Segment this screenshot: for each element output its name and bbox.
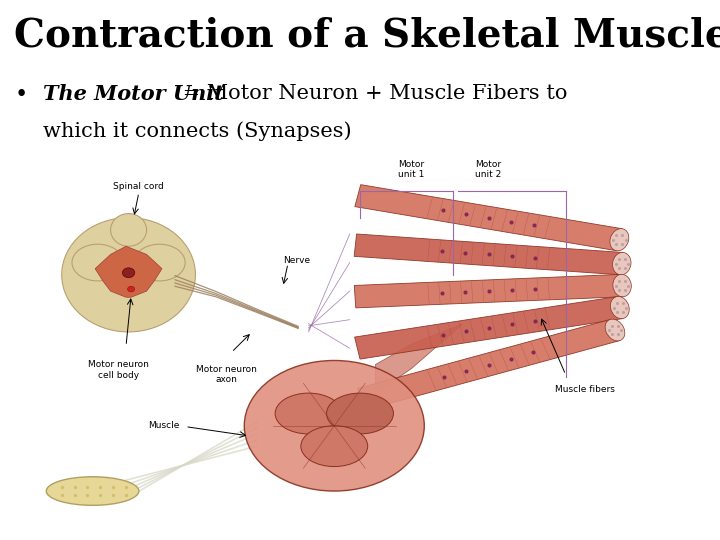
Polygon shape bbox=[355, 185, 622, 251]
Text: Motor
unit 2: Motor unit 2 bbox=[475, 159, 502, 179]
Ellipse shape bbox=[610, 228, 629, 251]
Ellipse shape bbox=[62, 218, 195, 332]
Text: Contraction of a Skeletal Muscle: Contraction of a Skeletal Muscle bbox=[14, 16, 720, 54]
Text: which it connects (Synapses): which it connects (Synapses) bbox=[43, 122, 352, 141]
Polygon shape bbox=[354, 234, 623, 275]
Ellipse shape bbox=[111, 214, 147, 246]
Polygon shape bbox=[375, 324, 463, 393]
Polygon shape bbox=[95, 246, 162, 297]
Ellipse shape bbox=[327, 393, 393, 434]
Ellipse shape bbox=[613, 253, 631, 275]
Polygon shape bbox=[355, 296, 623, 359]
Ellipse shape bbox=[301, 426, 368, 467]
Ellipse shape bbox=[134, 244, 185, 281]
Text: •: • bbox=[14, 84, 27, 106]
Circle shape bbox=[122, 268, 135, 278]
Text: = Motor Neuron + Muscle Fibers to: = Motor Neuron + Muscle Fibers to bbox=[176, 84, 568, 103]
Circle shape bbox=[127, 286, 135, 292]
Text: Muscle fibers: Muscle fibers bbox=[555, 385, 616, 394]
Ellipse shape bbox=[606, 319, 625, 341]
Ellipse shape bbox=[244, 361, 424, 491]
Text: Motor
unit 1: Motor unit 1 bbox=[398, 159, 425, 179]
Ellipse shape bbox=[275, 393, 342, 434]
Text: Spinal cord: Spinal cord bbox=[114, 182, 164, 191]
Polygon shape bbox=[354, 274, 623, 308]
Ellipse shape bbox=[611, 296, 629, 319]
Text: Motor neuron
axon: Motor neuron axon bbox=[196, 364, 257, 384]
Ellipse shape bbox=[613, 274, 631, 297]
Text: Motor neuron
cell body: Motor neuron cell body bbox=[88, 361, 149, 380]
Text: Muscle: Muscle bbox=[148, 421, 180, 430]
Ellipse shape bbox=[72, 244, 123, 281]
Text: The Motor Unit: The Motor Unit bbox=[43, 84, 224, 104]
Text: Nerve: Nerve bbox=[283, 256, 310, 265]
Polygon shape bbox=[358, 320, 620, 410]
Ellipse shape bbox=[46, 477, 139, 505]
